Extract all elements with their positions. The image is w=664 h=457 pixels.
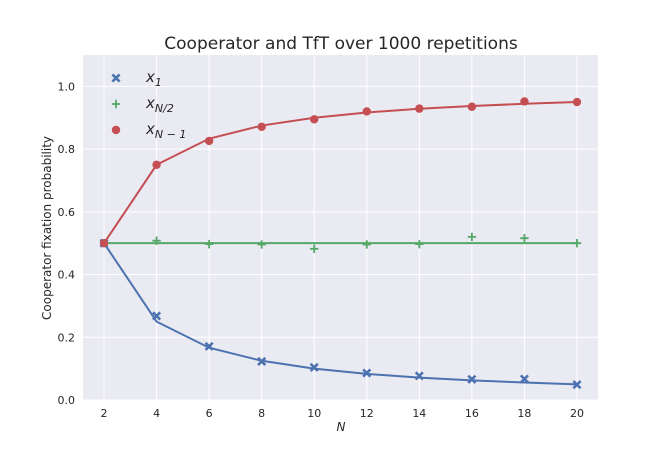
series-xN/2	[99, 232, 582, 254]
legend-item: xN − 1	[111, 120, 186, 141]
legend-label-base: x	[145, 68, 155, 86]
x-tick-label: 12	[360, 407, 374, 420]
data-point	[572, 97, 582, 107]
legend-label: xN − 1	[145, 120, 186, 141]
series-line	[103, 101, 578, 244]
legend-label: x1	[145, 68, 162, 89]
legend-label-base: x	[145, 94, 155, 112]
data-point	[572, 238, 582, 248]
legend-label-base: x	[145, 120, 155, 138]
data-point	[257, 356, 267, 366]
x-tick-label: 18	[517, 407, 531, 420]
data-point	[572, 380, 582, 390]
data-point	[204, 341, 214, 351]
data-point	[520, 233, 529, 243]
series-xN-1	[99, 97, 582, 248]
data-point	[257, 122, 266, 132]
data-point	[152, 311, 162, 321]
data-point	[467, 102, 477, 111]
data-point	[310, 244, 319, 254]
x-tick-label: 6	[206, 407, 213, 420]
x-axis-label: N	[337, 420, 346, 434]
x-tick-label: 4	[153, 407, 160, 420]
y-tick-label: 1.0	[58, 80, 76, 93]
y-tick-label: 0.8	[58, 143, 76, 156]
y-axis-label: Cooperator fixation probability	[40, 136, 54, 320]
chart-title: Cooperator and TfT over 1000 repetitions	[164, 34, 518, 54]
series-layer	[99, 97, 582, 390]
data-point	[99, 238, 109, 248]
legend-label-subscript: 1	[155, 76, 162, 89]
data-point	[414, 371, 424, 381]
series-line	[103, 242, 578, 386]
legend-marker	[111, 99, 121, 109]
data-point	[310, 115, 319, 124]
data-point	[467, 374, 477, 384]
legend-label: xN/2	[145, 94, 174, 115]
data-point	[204, 239, 214, 249]
x-tick-label: 8	[258, 407, 265, 420]
x-tick-labels: 2 4 6 8 10 12 14 16 18 20	[101, 407, 584, 420]
data-point	[309, 362, 319, 372]
data-point	[519, 374, 529, 384]
data-point	[467, 232, 477, 242]
legend-item: x1	[111, 68, 162, 89]
data-point	[415, 104, 424, 113]
data-point	[152, 160, 161, 169]
x-tick-label: 2	[101, 407, 108, 420]
y-tick-label: 0.2	[58, 331, 76, 344]
data-point	[257, 240, 266, 249]
data-point	[204, 136, 214, 146]
grid	[83, 55, 598, 401]
y-tick-label: 0.4	[58, 269, 76, 282]
y-tick-label: 0.6	[58, 206, 76, 219]
data-point	[415, 239, 424, 249]
data-point	[520, 97, 529, 106]
x-tick-label: 10	[307, 407, 321, 420]
plot-area	[83, 55, 598, 400]
legend-marker	[111, 73, 121, 83]
data-point	[152, 236, 161, 245]
data-point	[362, 368, 372, 378]
legend-item: xN/2	[111, 94, 174, 115]
legend-label-subscript: N − 1	[155, 128, 186, 141]
x-tick-label: 14	[412, 407, 426, 420]
series-x1	[99, 238, 582, 390]
data-point	[362, 240, 371, 249]
x-tick-label: 20	[570, 407, 584, 420]
legend-label-subscript: N/2	[155, 102, 174, 115]
data-point	[362, 107, 371, 116]
y-tick-labels: 0.0 0.2 0.4 0.6 0.8 1.0	[58, 80, 76, 407]
y-tick-label: 0.0	[58, 394, 76, 407]
x-tick-label: 16	[465, 407, 479, 420]
legend-marker	[111, 125, 121, 135]
